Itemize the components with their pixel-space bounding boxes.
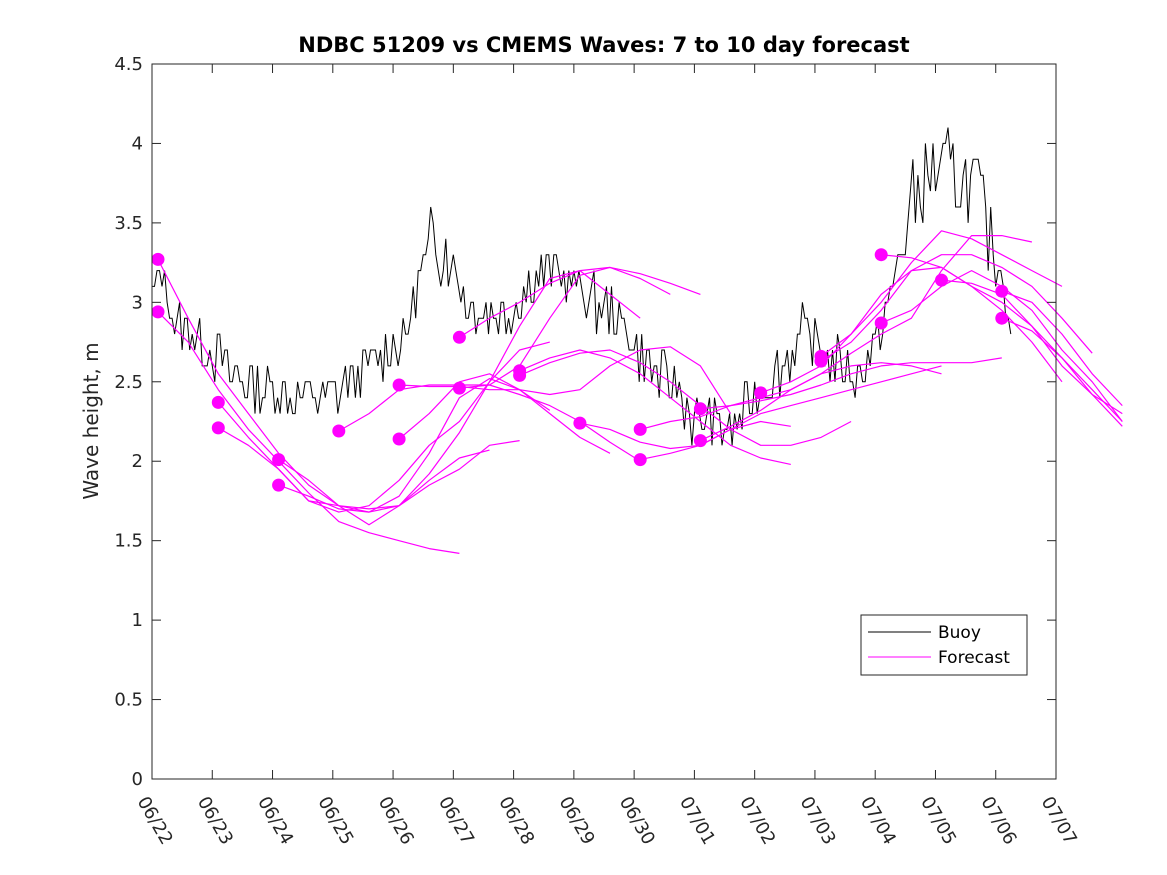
forecast-line-12 [519, 349, 852, 446]
series-layer [151, 127, 1123, 554]
forecast-line-9 [459, 266, 701, 338]
forecast-line-16 [700, 357, 1002, 410]
forecast-start-marker-17 [693, 434, 707, 448]
forecast-start-marker-2 [211, 395, 225, 409]
forecast-start-marker-24 [995, 284, 1009, 298]
forecast-line-15 [640, 365, 942, 461]
forecast-line-11 [519, 349, 791, 465]
forecast-start-marker-21 [874, 248, 888, 262]
legend-forecast-label: Forecast [938, 648, 1010, 668]
forecast-start-marker-15 [633, 453, 647, 467]
forecast-start-marker-7 [392, 378, 406, 392]
forecast-line-17 [700, 235, 1033, 442]
forecast-start-marker-13 [573, 416, 587, 430]
forecast-line-6 [338, 266, 671, 432]
forecast-line-21 [881, 254, 1123, 422]
forecast-start-marker-4 [272, 453, 286, 467]
y-tick-label: 3.5 [114, 213, 143, 234]
y-tick-label: 0 [132, 769, 143, 790]
y-tick-label: 0.5 [114, 690, 143, 711]
forecast-start-marker-10 [452, 381, 466, 395]
forecast-start-marker-23 [935, 273, 948, 287]
forecast-line-5 [278, 378, 551, 513]
forecast-start-marker-22 [874, 316, 888, 330]
forecast-line-25 [1001, 317, 1123, 427]
y-tick-label: 2.5 [114, 372, 143, 393]
forecast-line-19 [820, 254, 1093, 362]
forecast-start-marker-8 [392, 432, 406, 446]
forecast-start-marker-5 [272, 478, 286, 492]
chart-title: NDBC 51209 vs CMEMS Waves: 7 to 10 day f… [298, 33, 909, 57]
forecast-start-marker-6 [332, 424, 346, 438]
legend-buoy-label: Buoy [938, 623, 981, 643]
forecast-line-1 [157, 311, 460, 554]
forecast-start-marker-16 [693, 402, 707, 416]
y-tick-label: 4 [132, 133, 143, 154]
forecast-start-marker-20 [814, 349, 828, 363]
forecast-line-8 [398, 373, 611, 454]
y-tick-label: 3 [132, 292, 143, 313]
forecast-line-13 [579, 420, 791, 450]
forecast-start-marker-12 [513, 368, 527, 382]
forecast-start-marker-3 [211, 421, 225, 435]
forecast-start-marker-25 [995, 311, 1009, 325]
axes-frame [151, 63, 1057, 780]
forecast-line-10 [459, 384, 641, 462]
y-tick-label: 2 [132, 451, 143, 472]
forecast-start-marker-14 [633, 422, 647, 436]
buoy-series-line [152, 127, 1012, 446]
forecast-start-marker-0 [151, 252, 165, 266]
y-tick-label: 1 [132, 610, 143, 631]
forecast-line-18 [760, 230, 1063, 394]
y-axis-label: Wave height, m [79, 342, 103, 499]
y-tick-label: 1.5 [114, 531, 143, 552]
forecast-start-marker-1 [151, 305, 165, 319]
legend: Buoy Forecast [860, 614, 1028, 676]
forecast-line-24 [1001, 290, 1123, 407]
forecast-start-marker-18 [754, 386, 768, 400]
forecast-start-marker-9 [452, 330, 466, 344]
legend-box [860, 614, 1028, 676]
y-tick-label: 4.5 [114, 54, 143, 75]
